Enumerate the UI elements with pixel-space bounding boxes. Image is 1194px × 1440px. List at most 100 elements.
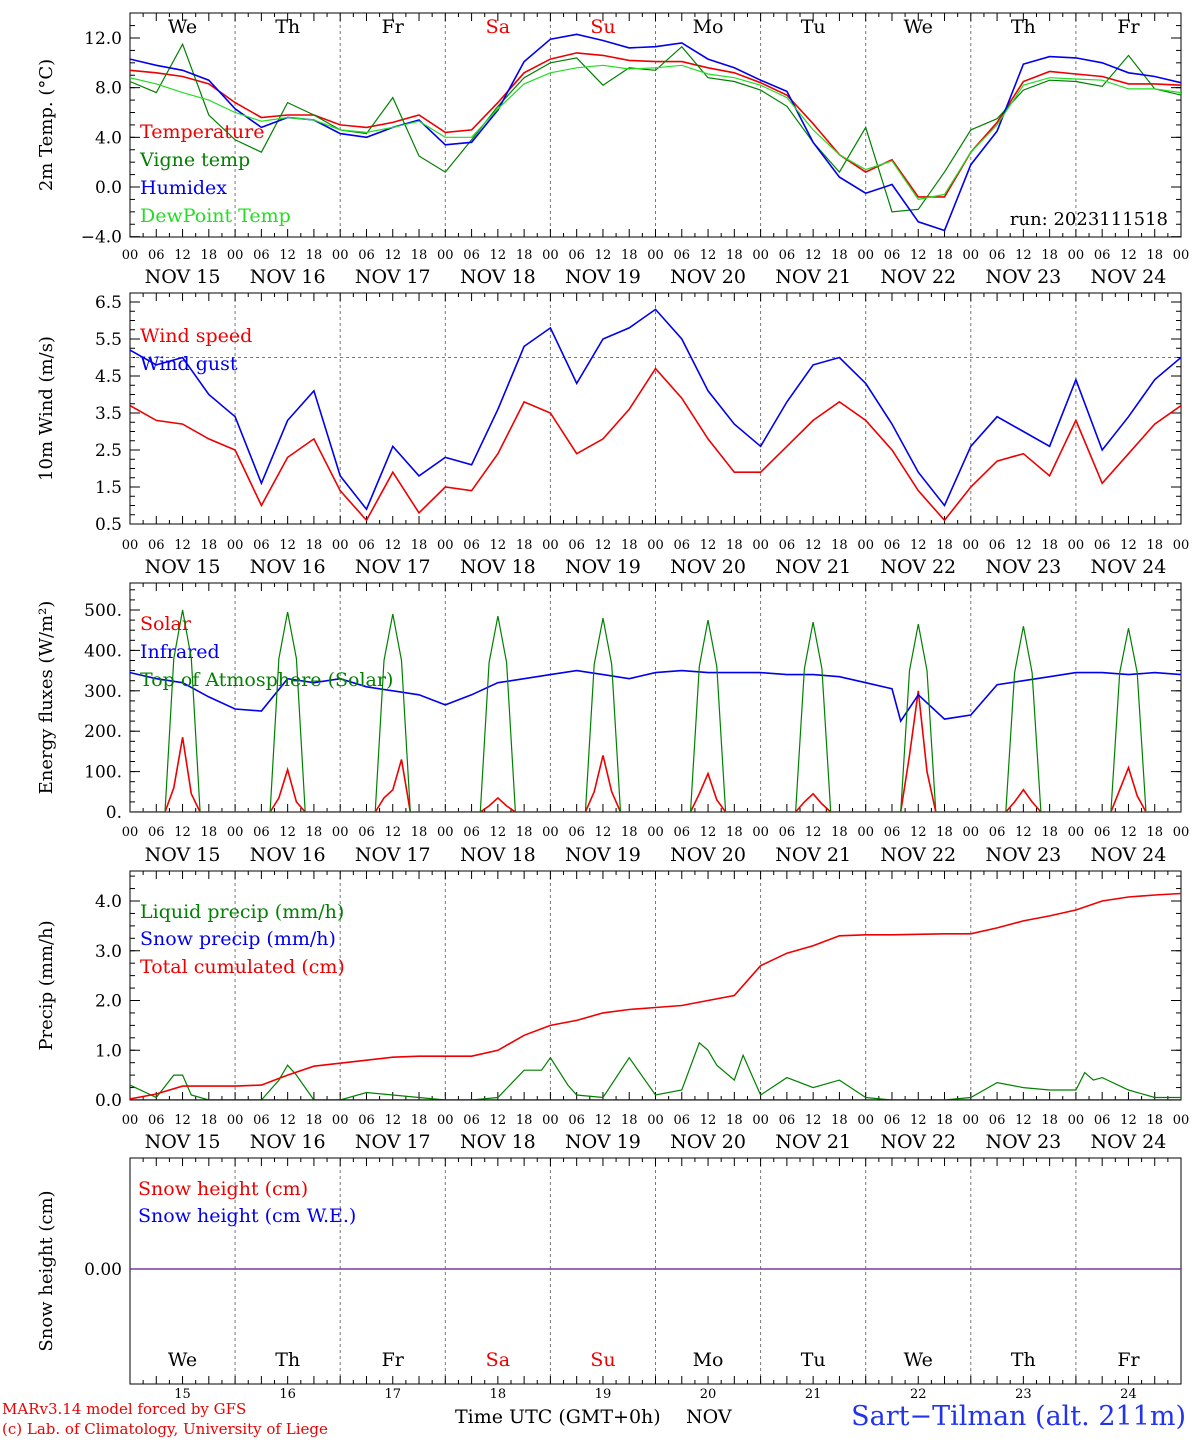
hour-tick-label: 12 (174, 1113, 191, 1128)
hour-tick-label: 06 (253, 1113, 270, 1128)
day-label: NOV 21 (775, 556, 851, 578)
y-tick-label: 0.0 (95, 1091, 122, 1111)
hour-tick-label: 06 (674, 248, 691, 263)
hour-tick-label: 06 (463, 1113, 480, 1128)
day-label: NOV 21 (775, 1131, 851, 1153)
weekday-label: Sa (486, 1349, 510, 1371)
hour-tick-label: 00 (542, 538, 559, 553)
hour-tick-label: 12 (700, 538, 717, 553)
hour-tick-label: 06 (148, 1113, 165, 1128)
hour-tick-label: 00 (437, 538, 454, 553)
hour-tick-label: 00 (1173, 825, 1190, 840)
hour-tick-label: 06 (674, 1113, 691, 1128)
day-label: NOV 17 (355, 266, 431, 288)
weekday-label: Su (590, 1349, 615, 1371)
day-label: NOV 23 (985, 266, 1061, 288)
day-number-label: 16 (279, 1387, 296, 1402)
series-line-2 (130, 669, 1181, 724)
legend-entry: Total cumulated (cm) (140, 956, 345, 978)
hour-tick-label: 12 (595, 538, 612, 553)
hour-tick-label: 06 (568, 538, 585, 553)
day-label: NOV 15 (145, 266, 221, 288)
y-axis-label: 2m Temp. (°C) (36, 59, 57, 191)
hour-tick-label: 18 (1146, 248, 1163, 263)
weekday-label: We (904, 1349, 933, 1371)
model-credit: MARv3.14 model forced by GFS (2, 1400, 247, 1418)
y-tick-label: 2.0 (95, 992, 122, 1012)
hour-tick-label: 00 (857, 538, 874, 553)
hour-tick-label: 06 (674, 825, 691, 840)
hour-tick-label: 06 (884, 248, 901, 263)
weekday-label: Th (275, 1349, 300, 1371)
y-tick-label: 0. (106, 803, 122, 823)
hour-tick-label: 18 (516, 825, 533, 840)
hour-tick-label: 06 (358, 825, 375, 840)
hour-tick-label: 06 (358, 538, 375, 553)
hour-tick-label: 18 (1146, 1113, 1163, 1128)
hour-tick-label: 06 (148, 538, 165, 553)
hour-tick-label: 18 (621, 248, 638, 263)
hour-tick-label: 12 (805, 538, 822, 553)
weekday-label: We (168, 1349, 197, 1371)
y-axis-label: Energy fluxes (W/m²) (36, 601, 57, 795)
weekday-label: Fr (382, 16, 405, 38)
hour-tick-label: 12 (910, 825, 927, 840)
hour-tick-label: 18 (936, 248, 953, 263)
day-label: NOV 23 (985, 844, 1061, 866)
hour-tick-label: 06 (779, 825, 796, 840)
time-axis-label: Time UTC (GMT+0h) (455, 1406, 661, 1428)
hour-tick-label: 00 (437, 248, 454, 263)
hour-tick-label: 00 (752, 538, 769, 553)
hour-tick-label: 12 (700, 1113, 717, 1128)
weekday-label: We (904, 16, 933, 38)
day-label: NOV 17 (355, 556, 431, 578)
y-tick-label: 4.0 (95, 128, 122, 148)
hour-tick-label: 12 (384, 538, 401, 553)
lab-credit: (c) Lab. of Climatology, University of L… (2, 1420, 328, 1438)
day-label: NOV 16 (250, 556, 326, 578)
hour-tick-label: 00 (963, 538, 980, 553)
hour-tick-label: 12 (490, 248, 507, 263)
hour-tick-label: 12 (279, 538, 296, 553)
hour-tick-label: 06 (253, 248, 270, 263)
hour-tick-label: 12 (1015, 1113, 1032, 1128)
hour-tick-label: 18 (1146, 825, 1163, 840)
hour-tick-label: 12 (279, 248, 296, 263)
y-tick-label: 100. (84, 763, 122, 783)
hour-tick-label: 12 (805, 248, 822, 263)
hour-tick-label: 12 (700, 248, 717, 263)
hour-tick-label: 06 (568, 825, 585, 840)
hour-tick-label: 00 (332, 825, 349, 840)
series-line-2 (130, 308, 1181, 511)
day-label: NOV 22 (880, 556, 956, 578)
y-tick-label: 2.5 (95, 441, 122, 461)
hour-tick-label: 06 (779, 1113, 796, 1128)
hour-tick-label: 00 (752, 248, 769, 263)
hour-tick-label: 00 (227, 825, 244, 840)
day-label: NOV 22 (880, 266, 956, 288)
hour-tick-label: 12 (595, 1113, 612, 1128)
day-number-label: 19 (595, 1387, 612, 1402)
day-label: NOV 18 (460, 1131, 536, 1153)
day-label: NOV 24 (1091, 844, 1167, 866)
day-label: NOV 15 (145, 556, 221, 578)
hour-tick-label: 00 (1173, 248, 1190, 263)
hour-tick-label: 06 (779, 248, 796, 263)
hour-tick-label: 18 (201, 825, 218, 840)
y-tick-label: 0.0 (95, 178, 122, 198)
hour-tick-label: 06 (884, 1113, 901, 1128)
day-number-label: 17 (384, 1387, 401, 1402)
day-label: NOV 20 (670, 844, 746, 866)
day-label: NOV 19 (565, 1131, 641, 1153)
day-number-label: 21 (805, 1387, 822, 1402)
weekday-label: Fr (1117, 1349, 1140, 1371)
hour-tick-label: 06 (148, 825, 165, 840)
hour-tick-label: 18 (306, 825, 323, 840)
y-tick-label: 3.5 (95, 404, 122, 424)
hour-tick-label: 12 (1120, 538, 1137, 553)
y-tick-label: 4.5 (95, 367, 122, 387)
day-label: NOV 21 (775, 844, 851, 866)
hour-tick-label: 12 (384, 248, 401, 263)
hour-tick-label: 12 (1015, 825, 1032, 840)
hour-tick-label: 06 (253, 538, 270, 553)
